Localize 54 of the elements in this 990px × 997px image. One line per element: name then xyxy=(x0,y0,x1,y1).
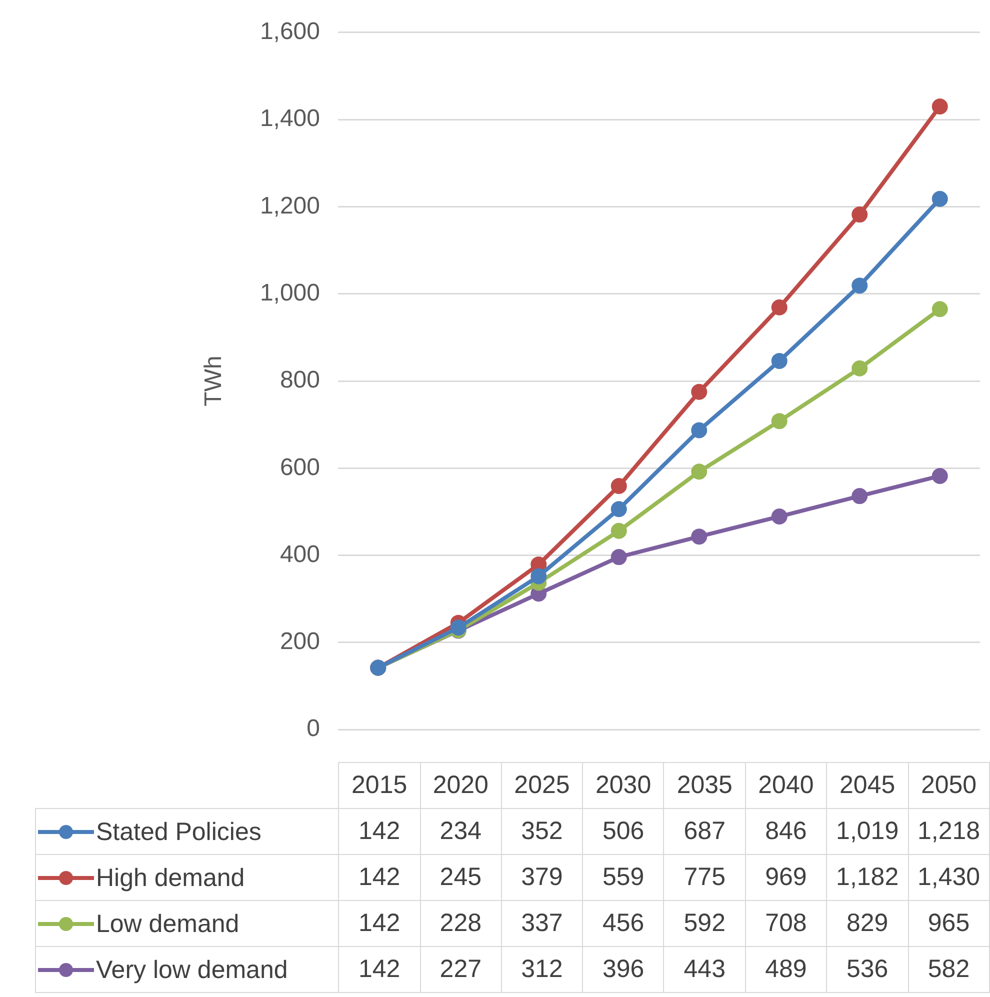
data-label: 965 xyxy=(908,900,990,946)
data-label: 142 xyxy=(338,808,420,854)
data-label: 687 xyxy=(664,808,746,854)
y-tick-label: 0 xyxy=(306,715,320,742)
data-label: 846 xyxy=(745,808,827,854)
data-label: 142 xyxy=(338,854,420,900)
y-tick-label: 1,600 xyxy=(260,18,320,46)
data-label: 227 xyxy=(420,946,502,992)
data-label: 536 xyxy=(826,946,908,992)
x-tick-label: 2035 xyxy=(664,762,746,808)
x-tick-label: 2025 xyxy=(501,762,583,808)
x-tick-label: 2050 xyxy=(908,762,990,808)
y-tick-label: 200 xyxy=(280,628,320,656)
data-label: 582 xyxy=(908,946,990,992)
data-label: 489 xyxy=(745,946,827,992)
x-tick-label: 2040 xyxy=(745,762,827,808)
y-tick-label: 1,400 xyxy=(260,105,320,132)
y-tick-label: 800 xyxy=(280,366,320,394)
data-label: 1,019 xyxy=(826,808,908,854)
data-label: 443 xyxy=(664,946,746,992)
data-label: 337 xyxy=(501,900,583,946)
data-label: 396 xyxy=(582,946,664,992)
legend-label: Low demand xyxy=(96,909,240,938)
y-tick-label: 1,000 xyxy=(260,279,320,306)
x-tick-label: 2015 xyxy=(338,762,420,808)
y-tick-label: 1,200 xyxy=(260,192,320,220)
data-label: 456 xyxy=(582,900,664,946)
x-tick-label: 2045 xyxy=(826,762,908,808)
data-label: 142 xyxy=(338,946,420,992)
data-label: 234 xyxy=(420,808,502,854)
data-label: 506 xyxy=(582,808,664,854)
x-tick-label: 2030 xyxy=(582,762,664,808)
data-label: 1,218 xyxy=(908,808,990,854)
data-label: 775 xyxy=(664,854,746,900)
data-label: 559 xyxy=(582,854,664,900)
legend-label: Stated Policies xyxy=(96,817,262,846)
legend-label: High demand xyxy=(96,863,245,892)
y-axis-title: TWh xyxy=(200,356,228,406)
data-label: 312 xyxy=(501,946,583,992)
data-label: 708 xyxy=(745,900,827,946)
data-label: 228 xyxy=(420,900,502,946)
data-label: 1,182 xyxy=(826,854,908,900)
data-label: 1,430 xyxy=(908,854,990,900)
legend-label: Very low demand xyxy=(96,955,288,984)
y-tick-label: 600 xyxy=(280,454,320,481)
y-tick-label: 400 xyxy=(280,540,320,568)
x-tick-label: 2020 xyxy=(420,762,502,808)
data-label: 142 xyxy=(338,900,420,946)
data-label: 592 xyxy=(664,900,746,946)
data-label: 352 xyxy=(501,808,583,854)
data-label: 829 xyxy=(826,900,908,946)
data-label: 969 xyxy=(745,854,827,900)
data-label: 245 xyxy=(420,854,502,900)
data-label: 379 xyxy=(501,854,583,900)
